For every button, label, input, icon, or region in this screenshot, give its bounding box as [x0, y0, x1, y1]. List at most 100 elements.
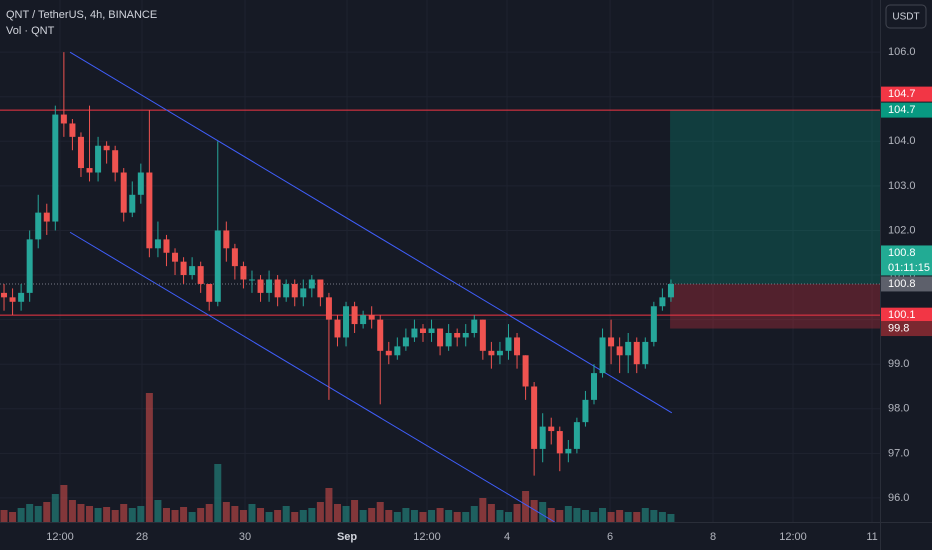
x-tick-label: 4 [504, 531, 510, 543]
x-tick-label: 30 [239, 531, 251, 543]
volume-bar [504, 512, 512, 522]
volume-bar [171, 510, 179, 522]
candle-body [488, 350, 495, 356]
candle-body [667, 283, 674, 298]
volume-bar [308, 508, 316, 522]
volume-bar [0, 510, 8, 522]
volume-bar [351, 500, 359, 522]
volume-bar [573, 508, 581, 522]
candle-body [112, 150, 119, 173]
candle-body [308, 279, 315, 289]
trend-line [69, 51, 673, 414]
candle-body [214, 230, 221, 302]
volume-bar [581, 510, 589, 522]
candle-body [343, 306, 350, 338]
candle-body [625, 341, 632, 356]
candle-body [360, 315, 367, 325]
candle-body [266, 279, 273, 293]
volume-bar [385, 510, 393, 522]
volume-bar [162, 508, 170, 522]
candle-body [274, 279, 281, 298]
volume-bar [188, 512, 196, 522]
price-label-bg [881, 102, 932, 118]
candle-body [556, 431, 563, 454]
volume-bar [205, 504, 213, 522]
price-label-bg [881, 245, 932, 276]
position-profit-zone [670, 110, 880, 284]
volume-bar [120, 504, 128, 522]
volume-bar [51, 494, 59, 522]
y-tick-label: 106.0 [888, 46, 916, 58]
currency-button-label[interactable]: USDT [892, 12, 919, 23]
candle-body [496, 350, 503, 356]
candle-body [291, 283, 298, 298]
volume-bar [624, 512, 632, 522]
volume-bar [68, 500, 76, 522]
currency-button[interactable] [885, 4, 927, 29]
volume-bar [222, 502, 230, 522]
volume-bar [376, 502, 384, 522]
volume-bar [316, 502, 324, 522]
candle-body [26, 239, 33, 293]
volume-bar [513, 504, 521, 522]
candle-body [52, 114, 59, 222]
volume-bar [556, 510, 564, 522]
volume-indicator: Vol · QNT [6, 25, 55, 37]
y-tick-label: 98.0 [888, 403, 909, 415]
price-label-bg [881, 307, 932, 323]
volume-bar [111, 510, 119, 522]
volume-bar [658, 512, 666, 522]
price-label: 100.8 [888, 247, 916, 259]
volume-bar [496, 510, 504, 522]
position-loss-zone [670, 283, 880, 329]
candle-body [334, 319, 341, 338]
candle-body [351, 306, 358, 325]
candle-body [437, 328, 444, 347]
candle-body [77, 136, 84, 169]
candle-body [120, 172, 127, 213]
volume-bar [453, 512, 461, 522]
x-tick-label: Sep [337, 531, 357, 543]
volume-bar [564, 506, 572, 522]
candle-body [385, 350, 392, 356]
volume-bar [633, 512, 641, 522]
candle-body [582, 399, 589, 423]
volume-bar [368, 508, 376, 522]
volume-bar [462, 512, 470, 522]
volume-bar [60, 485, 68, 522]
price-countdown: 01:11:15 [888, 262, 930, 274]
volume-bar [530, 500, 538, 522]
candle-body [377, 319, 384, 351]
candle-body [154, 239, 161, 249]
candle-body [650, 306, 657, 342]
volume-bar [522, 491, 530, 522]
candle-body [189, 266, 196, 276]
candle-body [368, 315, 375, 320]
candle-body [223, 230, 230, 249]
price-label-bg [881, 321, 932, 337]
candle-body [248, 279, 255, 281]
candle-body [18, 292, 25, 302]
volume-bar [26, 504, 34, 522]
y-tick-label: 99.0 [888, 358, 909, 370]
x-tick-label: 8 [710, 531, 716, 543]
volume-bar [547, 508, 555, 522]
candle-body [633, 341, 640, 365]
candle-body [60, 114, 67, 124]
candle-body [317, 279, 324, 298]
volume-bar [43, 502, 51, 522]
candle-body [103, 145, 110, 151]
x-tick-label: 11 [866, 531, 877, 543]
volume-bar [402, 508, 410, 522]
candle-body [565, 448, 572, 454]
volume-bar [231, 506, 239, 522]
y-tick-label: 96.0 [888, 492, 909, 504]
volume-bar [667, 514, 675, 522]
price-label-bg [881, 86, 932, 102]
candle-body [462, 332, 469, 338]
price-label: 104.7 [888, 104, 916, 116]
volume-bar [103, 507, 111, 522]
candle-body [180, 261, 187, 276]
candle-body [608, 337, 615, 347]
volume-bar [282, 506, 290, 522]
